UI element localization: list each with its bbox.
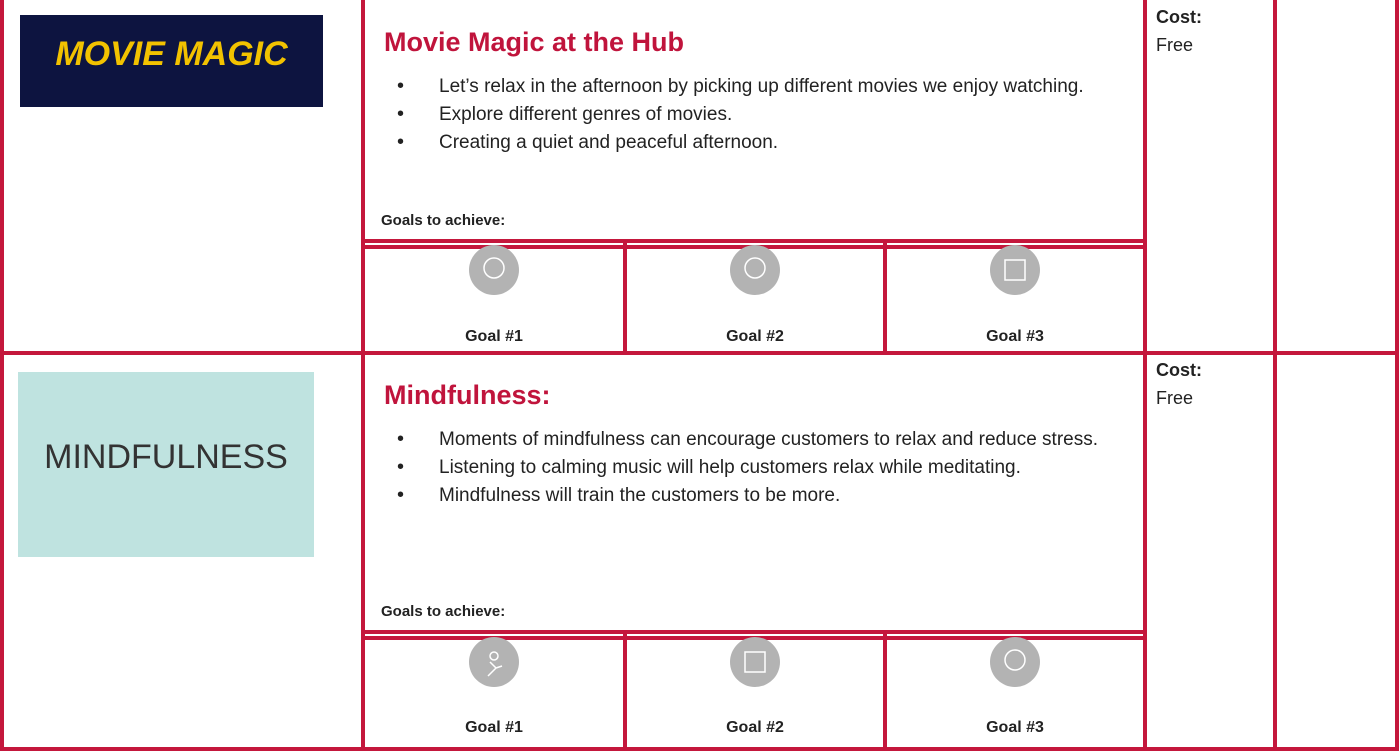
cost-value: Free [1156,388,1194,408]
bullet-item: Mindfulness will train the customers to … [365,482,1139,509]
goal-label: Goal #3 [986,328,1044,345]
bullet-item: Explore different genres of movies. [365,101,1139,128]
image-text: MINDFULNESS [44,438,288,476]
goal-label: Goal #1 [465,719,523,736]
goal-label: Goal #1 [465,328,523,345]
cost-label: Cost: [1156,7,1202,27]
cost-value: Free [1156,35,1194,55]
goal-label: Goal #3 [986,719,1044,736]
cost-label: Cost: [1156,360,1202,380]
bullet-item: Listening to calming music will help cus… [365,454,1139,481]
image-text: MOVIE MAGIC [55,35,288,73]
goal-label: Goal #2 [726,328,784,345]
goals-heading: Goals to achieve: [381,603,506,620]
bullet-item: Moments of mindfulness can encourage cus… [365,426,1139,453]
bullet-item: Creating a quiet and peaceful afternoon. [365,129,1139,156]
row-title: Movie Magic at the Hub [384,27,685,57]
bullet-item: Let’s relax in the afternoon by picking … [365,73,1139,100]
goal-label: Goal #2 [726,719,784,736]
row-title: Mindfulness: [384,380,551,410]
goals-heading: Goals to achieve: [381,212,506,229]
